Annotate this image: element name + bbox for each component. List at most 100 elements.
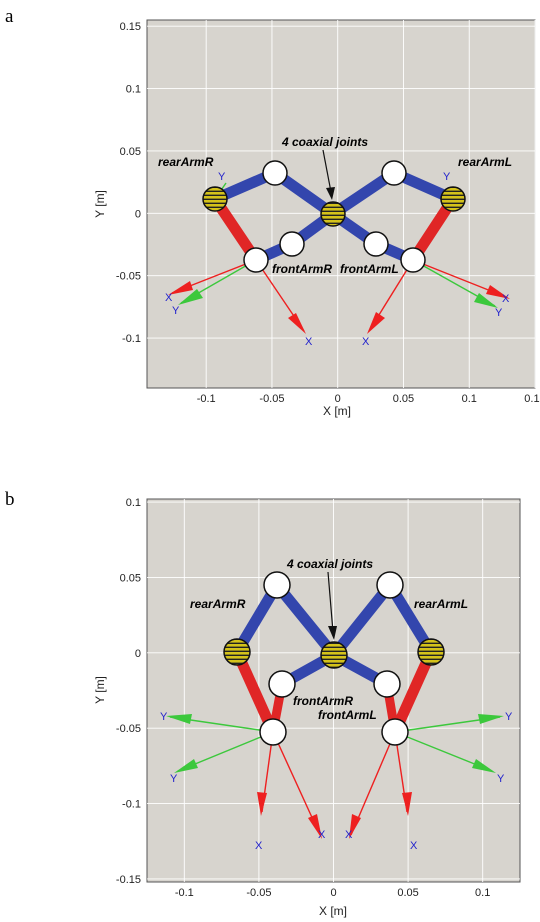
front-arm-l-label: frontArmL: [340, 262, 399, 276]
x-tick-label: 0.05: [393, 393, 414, 405]
frame-label-x: X: [305, 336, 313, 348]
y-tick-label: 0: [135, 208, 141, 220]
front-arm-l-label: frontArmL: [318, 708, 377, 722]
panel-b-y-axis-label: Y [m]: [93, 676, 107, 704]
arrowhead: [166, 714, 192, 724]
blue-link: [271, 579, 340, 661]
arrowhead: [288, 313, 306, 334]
x-tick-label: -0.05: [259, 393, 284, 405]
hatched-joint: [202, 186, 228, 212]
frame-label-x: X: [165, 292, 173, 304]
x-tick-label: -0.05: [246, 887, 271, 899]
hatched-joint: [223, 638, 251, 666]
frame-label-y: Y: [160, 711, 168, 723]
x-tick-label: 0.05: [397, 887, 418, 899]
panel-a-joints: [202, 160, 466, 273]
y-tick-label: 0.1: [126, 497, 141, 509]
joint: [279, 231, 305, 257]
hatched-joint: [440, 186, 466, 212]
joint: [381, 718, 409, 746]
x-tick-label: 0.1: [475, 887, 490, 899]
y-tick-label: 0.1: [126, 84, 141, 96]
arrowhead: [349, 814, 361, 839]
frame-label-y: Y: [495, 307, 503, 319]
frame-label-x: X: [410, 840, 418, 852]
panel-b-x-axis-label: X [m]: [319, 904, 347, 918]
frame-label-y: Y: [172, 305, 180, 317]
frame-label-y: Y: [218, 171, 226, 183]
panel-a-ticks: -0.1 -0.05 0 0.05 0.1 0.15 0.15 0.1 0.05 0 -0.05 -0…: [116, 21, 540, 405]
y-tick-label: 0.05: [120, 146, 141, 158]
frame-label-x: X: [362, 336, 370, 348]
frame-label-y: Y: [443, 171, 451, 183]
y-tick-label: -0.05: [116, 723, 141, 735]
panel-a-frame-labels: X Y X X X Y Y Y: [165, 171, 510, 348]
x-tick-label: -0.1: [175, 887, 194, 899]
red-link-left: [389, 646, 437, 738]
hatched-joint: [417, 638, 445, 666]
joint: [376, 571, 404, 599]
x-tick-label: 0: [335, 393, 341, 405]
arrowhead: [478, 714, 504, 724]
joint: [259, 718, 287, 746]
arrowhead: [472, 759, 496, 773]
red-link-right: [231, 646, 279, 738]
blue-link: [328, 579, 396, 661]
y-tick-label: -0.1: [122, 799, 141, 811]
panel-b: -0.1 -0.05 0 0.05 0.10.10.050-0.05-0.1-0.15 …: [93, 497, 521, 918]
coaxial-pointer: [327, 571, 334, 633]
arrowhead: [178, 289, 203, 305]
joint: [262, 160, 288, 186]
frame-label-y: Y: [497, 773, 505, 785]
panel-a-x-axis-label: X [m]: [323, 404, 351, 418]
panel-b-frame-arrows: [166, 714, 504, 839]
y-tick-label: -0.15: [116, 874, 141, 886]
arrowhead: [486, 285, 510, 299]
panel-b-ticks: -0.1 -0.05 0 0.05 0.1 0.1 0.05 0 -0.05 -0.1 -0.15: [116, 497, 490, 899]
arrowhead: [174, 759, 198, 773]
frame-label-y: Y: [170, 773, 178, 785]
panel-b-joints: [223, 571, 445, 746]
panel-a-y-axis-label: Y [m]: [93, 190, 107, 218]
panel-b-letter: b: [5, 489, 15, 510]
y-tick-label: -0.05: [116, 271, 141, 283]
coaxial-label: 4 coaxial joints: [281, 135, 368, 149]
front-arm-r-label: frontArmR: [293, 694, 353, 708]
coaxial-pointer-head: [326, 187, 335, 200]
x-tick-label: 0.1: [462, 393, 477, 405]
arrowhead: [367, 312, 385, 334]
y-tick-label: 0.15: [120, 21, 141, 33]
coaxial-pointer: [322, 149, 332, 193]
coaxial-label: 4 coaxial joints: [286, 557, 373, 571]
coaxial-pointer-head: [328, 626, 337, 640]
arrowhead: [257, 792, 267, 816]
rear-arm-r-label: rearArmR: [190, 597, 246, 611]
frame-label-x: X: [502, 293, 510, 305]
frame-label-x: X: [255, 840, 263, 852]
joint: [400, 247, 426, 273]
arrowhead: [474, 293, 498, 308]
joint: [243, 247, 269, 273]
x-tick-label: 0: [330, 887, 336, 899]
rear-arm-l-label: rearArmL: [414, 597, 468, 611]
frame-label-x: X: [318, 829, 326, 841]
frame-label-y: Y: [505, 711, 513, 723]
joint: [268, 670, 296, 698]
arrowhead: [402, 792, 412, 816]
arrowhead: [308, 814, 322, 839]
x-tick-label: -0.1: [197, 393, 216, 405]
y-tick-label: 0: [135, 648, 141, 660]
coaxial-joint: [320, 201, 346, 227]
joint: [373, 670, 401, 698]
arrowhead: [168, 281, 193, 295]
x-tick-label: 0.15: [524, 393, 540, 405]
panel-a-letter: a: [5, 6, 14, 27]
panel-b-frame-labels: Y Y X X X X Y Y: [160, 711, 513, 852]
joint: [363, 231, 389, 257]
rear-arm-r-label: rearArmR: [158, 155, 214, 169]
panel-a: -0.1 -0.05 0 0.05 0.1 0.15 0.15 0.1 0.05 0 -0.05 -0…: [93, 19, 540, 418]
y-tick-label: 0.05: [120, 572, 141, 584]
joint: [263, 571, 291, 599]
front-arm-r-label: frontArmR: [272, 262, 332, 276]
